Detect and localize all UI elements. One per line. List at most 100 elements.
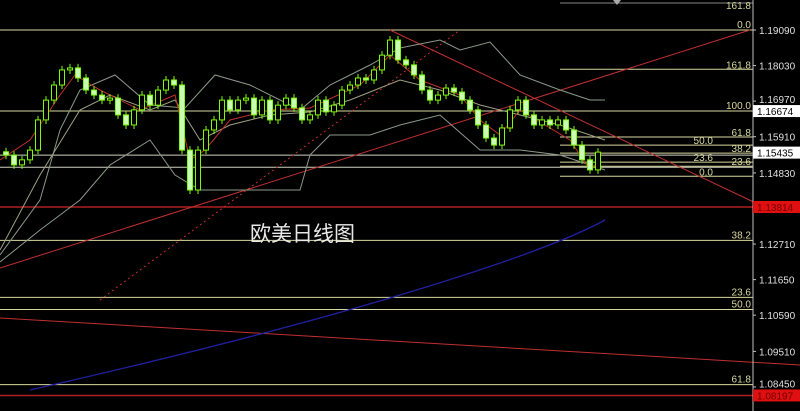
candle: [315, 96, 321, 119]
candle: [91, 86, 97, 100]
candle: [251, 94, 257, 119]
fib-level-label: 50.0: [732, 299, 752, 310]
long-trend-line: [0, 317, 800, 366]
candle-body: [171, 79, 177, 86]
candle: [483, 120, 489, 143]
price-tick-label: 1.12710: [759, 240, 796, 251]
candle: [291, 94, 297, 112]
candle-body: [403, 59, 409, 66]
price-tag-label: 1.08197: [757, 391, 794, 402]
candle: [51, 80, 57, 105]
candle-body: [339, 89, 345, 106]
candle-body: [139, 94, 145, 111]
candle-body: [275, 104, 281, 121]
candle-body: [443, 87, 449, 96]
candle-body: [51, 84, 57, 101]
candle-body: [411, 64, 417, 76]
candle: [131, 105, 137, 129]
dotted-trend-line: [99, 29, 461, 301]
candle: [539, 115, 545, 129]
candle: [371, 65, 377, 85]
candle: [259, 96, 265, 119]
fib-short-label: 161.8: [726, 60, 751, 71]
candle: [123, 110, 129, 129]
candle-body: [355, 77, 361, 86]
price-tick-label: 1.14830: [759, 169, 796, 180]
candle-body: [115, 97, 121, 116]
candle: [115, 94, 121, 119]
candle: [379, 51, 385, 74]
candle: [419, 70, 425, 95]
candle-body: [427, 89, 433, 101]
candle-body: [107, 97, 113, 101]
fib-level-label: 100.0: [726, 101, 751, 112]
candle-body: [187, 149, 193, 191]
candle: [43, 96, 49, 124]
candle-body: [235, 99, 241, 111]
candle: [163, 75, 169, 95]
candle-body: [307, 114, 313, 121]
blue-moving-average: [29, 219, 606, 391]
candle: [515, 96, 521, 114]
candle: [19, 155, 25, 169]
candle: [83, 73, 89, 95]
candle: [451, 84, 457, 97]
candle-body: [515, 99, 521, 111]
price-tag-label: 1.13814: [757, 203, 794, 214]
candle-body: [467, 99, 473, 111]
candle-body: [371, 69, 377, 81]
arrow-marker-icon: [613, 0, 621, 5]
price-tick-label: 1.16970: [759, 95, 796, 106]
candle-body: [147, 94, 153, 106]
candle: [195, 146, 201, 195]
candle: [187, 146, 193, 195]
candle: [75, 63, 81, 83]
candle: [243, 94, 249, 105]
fib-short-label: 61.8: [732, 128, 752, 139]
candle-body: [163, 79, 169, 91]
candle: [475, 105, 481, 129]
candle: [139, 91, 145, 114]
candle: [491, 134, 497, 150]
chart-title: 欧美日线图: [250, 222, 355, 246]
candle-body: [579, 144, 585, 161]
candle-body: [547, 119, 553, 126]
candle-body: [27, 149, 33, 161]
candle-body: [211, 119, 217, 131]
candle-body: [91, 89, 97, 96]
candle: [235, 96, 241, 114]
lower-band: [0, 114, 606, 263]
downtrend-line: [389, 29, 761, 206]
candle-body: [499, 127, 505, 146]
candle: [443, 84, 449, 100]
candle-body: [563, 119, 569, 131]
candle-body: [331, 104, 337, 113]
fib-short-label: 23.6: [732, 157, 752, 168]
price-tag-box: [753, 146, 800, 159]
candle: [347, 80, 353, 95]
candle-body: [43, 99, 49, 121]
candle: [531, 110, 537, 129]
candle-body: [555, 119, 561, 126]
candle: [227, 96, 233, 114]
candle: [323, 96, 329, 116]
candle-body: [35, 119, 41, 151]
price-tick-label: 1.19090: [759, 26, 796, 37]
candle-body: [155, 89, 161, 106]
candle-body: [571, 129, 577, 146]
candle: [467, 96, 473, 114]
candle-body: [283, 97, 289, 106]
candle: [387, 36, 393, 60]
price-tag-label: 1.16674: [757, 107, 794, 118]
candle: [203, 125, 209, 155]
candle: [339, 86, 345, 110]
candle: [299, 103, 305, 124]
price-tick-label: 1.11650: [759, 276, 795, 287]
fib-short-label: 161.8: [726, 1, 751, 12]
candle: [99, 91, 105, 105]
candle: [459, 88, 465, 105]
candle-body: [123, 114, 129, 126]
candle: [571, 125, 577, 150]
candle-body: [131, 109, 137, 126]
